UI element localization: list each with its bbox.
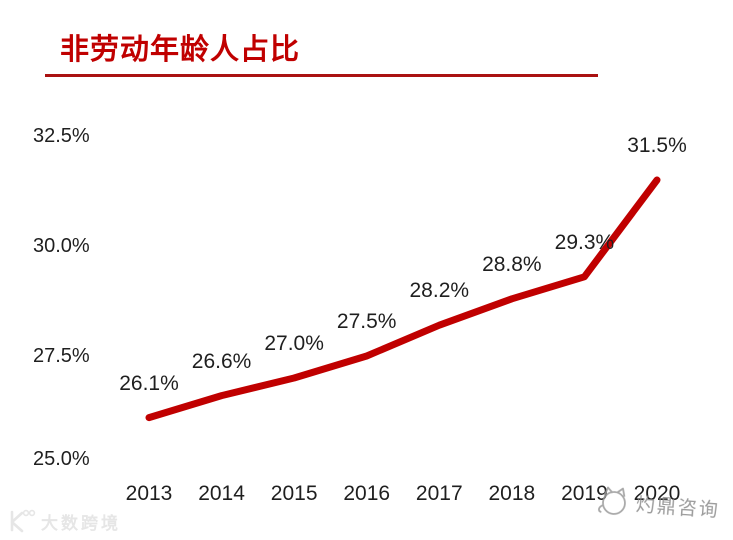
x-axis-tick-label: 2014: [198, 482, 245, 505]
y-axis-tick-label: 30.0%: [33, 235, 90, 257]
watermark-bottom-left: 大数跨境: [6, 508, 121, 534]
page-title: 非劳动年龄人占比: [60, 34, 301, 66]
data-point-label: 28.8%: [482, 252, 542, 276]
y-axis-tick-label: 25.0%: [33, 448, 90, 470]
title-underline: [45, 74, 598, 77]
data-point-label: 26.1%: [119, 371, 179, 395]
cat-logo-icon: [598, 486, 626, 515]
x-axis-tick-label: 2018: [488, 482, 536, 505]
x-axis-tick-label: 2020: [633, 482, 681, 505]
x-axis-tick-label: 2019: [561, 482, 608, 505]
line-chart: 32.5% 30.0% 27.5% 25.0% 2013 2014 2015 2016 201…: [0, 90, 733, 540]
data-point-label: 28.2%: [409, 279, 470, 303]
watermark-text: 大数跨境: [41, 513, 121, 533]
data-point-label: 27.0%: [264, 332, 324, 355]
dashu-logo-icon: [10, 509, 36, 533]
data-point-label: 31.5%: [627, 134, 687, 157]
watermark-bottom-right: 灼鼎咨询: [593, 483, 721, 526]
x-axis-tick-label: 2016: [343, 482, 391, 505]
data-point-label: 26.6%: [191, 349, 252, 373]
x-axis-tick-label: 2017: [415, 482, 463, 505]
x-axis-tick-label: 2013: [125, 482, 173, 505]
x-axis-tick-label: 2015: [270, 482, 318, 505]
watermark-text: 灼鼎咨询: [635, 494, 721, 521]
data-point-label: 29.3%: [554, 230, 615, 254]
y-axis-tick-label: 32.5%: [33, 125, 90, 147]
data-point-label: 27.5%: [336, 310, 397, 333]
y-axis-tick-label: 27.5%: [33, 345, 90, 367]
